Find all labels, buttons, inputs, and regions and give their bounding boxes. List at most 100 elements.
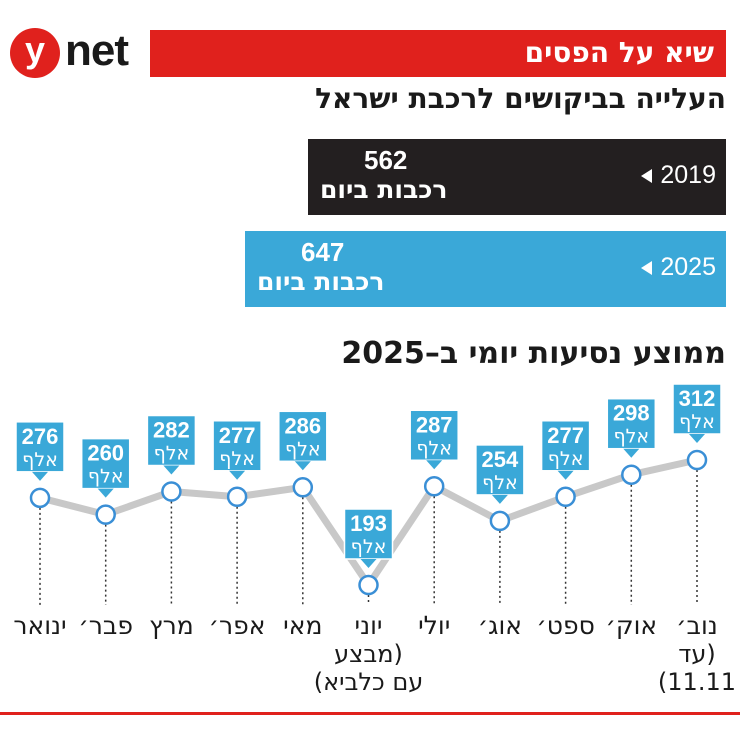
unit-label: אלף [482, 472, 518, 494]
value-label: 193 [350, 511, 387, 536]
data-point [423, 476, 445, 497]
data-point [95, 504, 116, 525]
label-pointer [426, 460, 443, 470]
arrow-left-icon [641, 261, 653, 276]
logo-mark: y [10, 28, 60, 78]
value-label: 254 [482, 447, 519, 472]
unit-label: אלף [219, 448, 255, 470]
month-note: 11.11) [657, 668, 736, 696]
data-point [29, 487, 51, 509]
label-pointer [623, 448, 640, 458]
logo-wordmark: net [65, 26, 129, 75]
label-pointer [97, 488, 114, 498]
value-label: 276 [22, 424, 59, 449]
subtitle: העלייה בביקושים לרכבת ישראל [315, 82, 726, 115]
month-note: (עד [678, 640, 716, 668]
arrow-left-icon [641, 169, 653, 184]
data-point [555, 486, 576, 508]
stat-year-label: 2019 [641, 161, 716, 190]
unit-label: אלף [154, 443, 190, 465]
stat-bar-2019: 2019 562 רכבות ביום [308, 139, 726, 215]
data-point [226, 486, 248, 508]
label-pointer [229, 470, 246, 480]
chart-title: ממוצע נסיעות יומי ב–2025 [341, 336, 726, 371]
month-label: מרץ [149, 611, 194, 640]
label-pointer [294, 461, 311, 471]
unit-label: אלף [351, 536, 387, 558]
month-label: אוק׳ [605, 611, 658, 640]
label-box [15, 421, 65, 473]
month-label: פבר׳ [78, 611, 133, 640]
label-box [409, 409, 459, 462]
value-label: 260 [87, 441, 124, 466]
month-label: מאי [283, 611, 323, 640]
month-label: יוני [354, 611, 383, 640]
month-label: יולי [418, 611, 451, 640]
stat-value-2025: 647 [301, 237, 345, 267]
label-box [278, 410, 328, 463]
data-point [686, 449, 708, 471]
month-label: נוב׳ [676, 611, 718, 640]
unit-label: אלף [22, 449, 58, 471]
month-label: אפר׳ [208, 611, 266, 640]
label-box [475, 444, 525, 496]
data-point [489, 510, 511, 532]
label-box [606, 397, 657, 450]
stat-unit-2019: רכבות ביום [320, 175, 448, 204]
value-label: 286 [284, 413, 321, 438]
label-pointer [491, 494, 508, 504]
stat-year-label: 2025 [641, 253, 716, 282]
label-box [146, 414, 197, 467]
value-label: 282 [153, 418, 190, 443]
unit-label: אלף [285, 438, 321, 460]
data-point [358, 574, 379, 596]
unit-label: אלף [548, 448, 584, 470]
stat-year-2025: 2025 [660, 253, 716, 281]
value-label: 287 [416, 412, 453, 437]
data-point [621, 464, 642, 485]
label-box [343, 508, 394, 560]
data-point [292, 477, 314, 498]
ynet-logo[interactable]: y net [10, 26, 145, 78]
headline-text: שיא על הפסים [524, 36, 714, 69]
unit-label: אלף [679, 411, 715, 433]
headline-banner: שיא על הפסים [150, 30, 726, 77]
data-point [161, 481, 182, 502]
stat-bar-2025: 2025 647 רכבות ביום [245, 231, 726, 307]
value-label: 277 [547, 423, 584, 448]
month-label: ינואר [13, 611, 67, 640]
month-note: עם כלביא) [313, 668, 424, 696]
stat-value-2019: 562 [364, 145, 408, 175]
month-label: ספט׳ [536, 611, 595, 640]
month-note: (מבצע [334, 640, 403, 668]
value-label: 298 [613, 401, 650, 426]
month-label: אוג׳ [477, 611, 522, 640]
value-label: 277 [219, 423, 256, 448]
label-box [212, 420, 262, 472]
label-pointer [360, 559, 377, 568]
unit-label: אלף [613, 426, 649, 448]
label-box [540, 420, 591, 472]
label-pointer [557, 470, 574, 480]
bottom-rule [0, 712, 740, 715]
label-pointer [163, 465, 180, 475]
unit-label: אלף [88, 466, 124, 488]
label-pointer [32, 471, 48, 481]
stat-unit-2025: רכבות ביום [257, 267, 385, 296]
stat-year-2019: 2019 [660, 161, 716, 189]
value-label: 312 [679, 386, 716, 411]
unit-label: אלף [416, 437, 452, 459]
label-pointer [689, 434, 705, 443]
